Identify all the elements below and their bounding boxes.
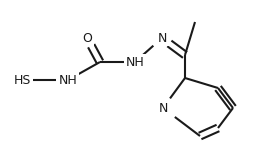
Text: HS: HS: [13, 74, 31, 87]
Text: NH: NH: [58, 74, 77, 87]
Text: NH: NH: [126, 56, 144, 68]
Text: N: N: [158, 102, 168, 115]
Text: N: N: [157, 31, 167, 45]
Text: O: O: [82, 31, 92, 45]
